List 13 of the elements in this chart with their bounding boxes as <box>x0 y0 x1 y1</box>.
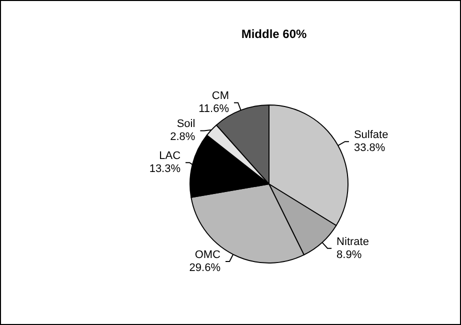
data-label: 8.9% <box>336 248 362 261</box>
data-label: 13.3% <box>149 163 181 176</box>
data-label: 29.6% <box>189 262 221 274</box>
data-label: 11.6% <box>198 103 230 116</box>
data-label: 2.8% <box>170 131 196 144</box>
data-label: 33.8% <box>354 142 386 154</box>
slice-label: Sulfate <box>354 129 388 142</box>
slice-label: Soil <box>176 118 196 130</box>
slice-label: OMC <box>194 249 221 262</box>
slice-label: Nitrate <box>336 236 369 248</box>
slice-label: CM <box>212 90 229 102</box>
chart-title: Middle 60% <box>241 27 307 41</box>
slice-label: LAC <box>159 150 181 162</box>
